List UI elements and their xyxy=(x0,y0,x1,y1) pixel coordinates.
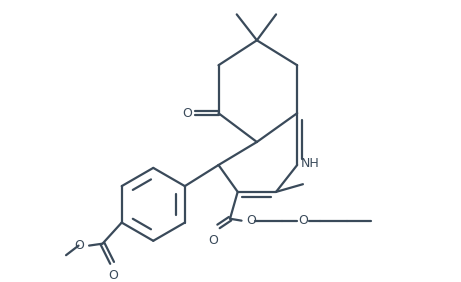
Text: O: O xyxy=(74,239,84,252)
Text: O: O xyxy=(182,107,192,120)
Text: O: O xyxy=(108,269,118,282)
Text: O: O xyxy=(298,214,308,227)
Text: NH: NH xyxy=(301,157,320,169)
Text: O: O xyxy=(208,234,218,247)
Text: O: O xyxy=(246,214,256,227)
